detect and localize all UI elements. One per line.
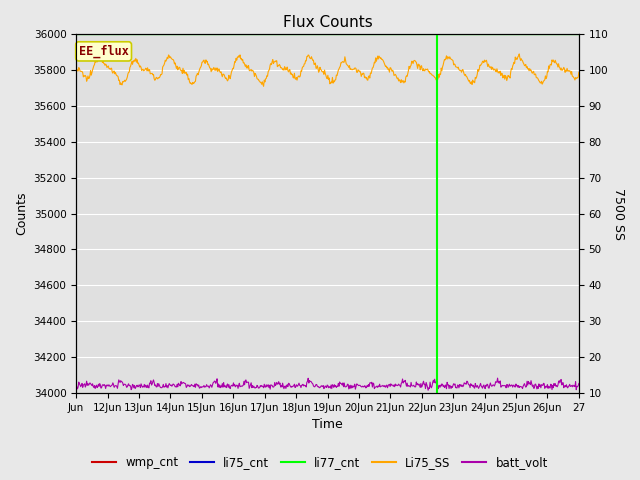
Y-axis label: Counts: Counts [15,192,28,235]
Legend: wmp_cnt, li75_cnt, li77_cnt, Li75_SS, batt_volt: wmp_cnt, li75_cnt, li77_cnt, Li75_SS, ba… [88,452,552,474]
Y-axis label: 7500 SS: 7500 SS [612,188,625,240]
Text: EE_flux: EE_flux [79,45,129,58]
X-axis label: Time: Time [312,419,343,432]
Title: Flux Counts: Flux Counts [283,15,372,30]
